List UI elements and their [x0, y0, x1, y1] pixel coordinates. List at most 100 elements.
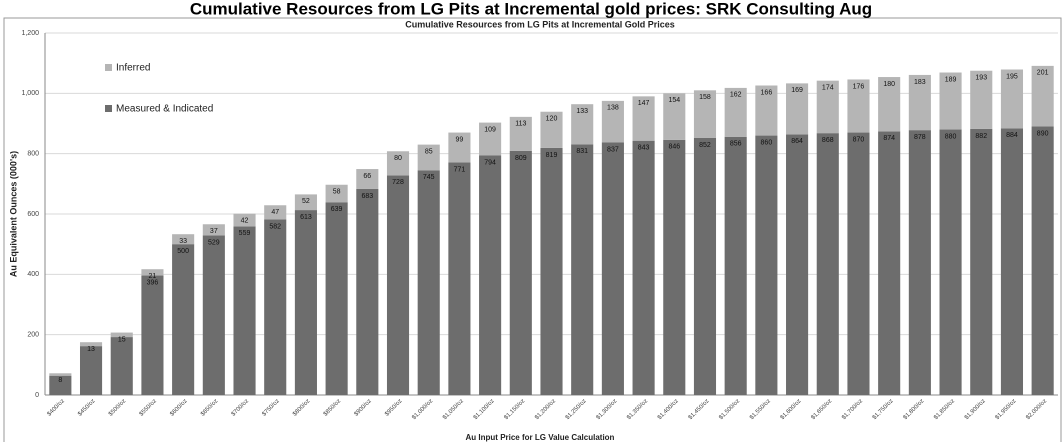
- bar-segment: [755, 85, 778, 136]
- bar-segment: [816, 133, 839, 396]
- data-label: 193: [975, 75, 987, 82]
- y-tick-label: 0: [35, 392, 39, 399]
- data-label: 21: [149, 273, 157, 280]
- y-tick-label: 400: [27, 271, 39, 278]
- bar-segment: [417, 170, 440, 395]
- data-label: 856: [730, 141, 742, 148]
- data-label: 120: [546, 116, 558, 123]
- bar-segment: [172, 244, 195, 395]
- chart-title: Cumulative Resources from LG Pits at Inc…: [190, 0, 872, 18]
- bar-segment: [172, 234, 195, 245]
- bar-segment: [479, 155, 502, 395]
- data-label: 33: [179, 238, 187, 245]
- data-label: 639: [331, 206, 343, 213]
- bar-segment: [601, 100, 624, 143]
- data-label: 147: [638, 100, 650, 107]
- data-label: 183: [914, 79, 926, 86]
- data-label: 864: [791, 138, 803, 145]
- data-label: 180: [883, 81, 895, 88]
- chart-subtitle: Cumulative Resources from LG Pits at Inc…: [405, 19, 675, 29]
- data-label: 745: [423, 174, 435, 181]
- bar-segment: [755, 135, 778, 396]
- bar-segment: [632, 140, 655, 395]
- bar-segment: [693, 90, 717, 138]
- bar-segment: [202, 224, 225, 236]
- bar-segment: [878, 77, 901, 132]
- data-label: 878: [914, 134, 926, 141]
- bar-segment: [479, 122, 502, 156]
- data-label: 846: [668, 144, 680, 151]
- data-label: 868: [822, 137, 834, 144]
- bar-segment: [110, 337, 133, 395]
- data-label: 80: [394, 155, 402, 162]
- data-label: 870: [853, 136, 865, 143]
- data-label: 874: [883, 135, 895, 142]
- x-axis-label: Au Input Price for LG Value Calculation: [466, 433, 615, 442]
- data-label: 882: [975, 133, 987, 140]
- data-label: 728: [392, 179, 404, 186]
- bar-segment: [816, 80, 839, 134]
- bar-segment: [110, 332, 133, 338]
- bar-segment: [294, 210, 317, 395]
- y-tick-label: 1,000: [21, 90, 39, 97]
- data-label: 109: [484, 126, 496, 133]
- bar-segment: [417, 144, 440, 171]
- data-label: 99: [456, 136, 464, 143]
- data-label: 880: [945, 133, 957, 140]
- data-label: 559: [239, 230, 251, 237]
- bar-segment: [1031, 126, 1054, 396]
- data-label: 133: [576, 108, 588, 115]
- bar-segment: [663, 139, 686, 395]
- bar-segment: [908, 130, 931, 396]
- data-label: 794: [484, 159, 496, 166]
- data-label: 582: [269, 223, 281, 230]
- bar-segment: [571, 104, 594, 145]
- bar-segment: [908, 74, 931, 131]
- bar-segment: [264, 219, 287, 395]
- bar-segment: [386, 151, 410, 176]
- legend-swatch: [105, 105, 112, 112]
- data-label: 831: [576, 148, 588, 155]
- data-label: 852: [699, 142, 711, 149]
- data-label: 8: [58, 377, 62, 384]
- bar-segment: [448, 132, 471, 163]
- bar-segment: [1000, 69, 1024, 129]
- legend-label: Measured & Indicated: [116, 104, 213, 115]
- data-label: 58: [333, 189, 341, 196]
- y-axis-label: Au Equivalent Ounces (000's): [8, 151, 18, 277]
- data-label: 396: [147, 279, 159, 286]
- bar-segment: [356, 188, 379, 395]
- bar-segment: [1031, 65, 1054, 127]
- bar-segment: [325, 202, 348, 395]
- data-label: 13: [87, 346, 95, 353]
- bar-segment: [970, 70, 993, 129]
- bar-segment: [49, 373, 72, 376]
- bar-segment: [294, 194, 317, 211]
- data-label: 47: [271, 209, 279, 216]
- y-tick-label: 600: [27, 211, 39, 218]
- bar-segment: [386, 175, 410, 395]
- bar-segment: [540, 111, 563, 148]
- bar-segment: [448, 162, 471, 395]
- bar-segment: [264, 205, 287, 220]
- bar-segment: [202, 235, 225, 395]
- data-label: 884: [1006, 132, 1018, 139]
- data-label: 158: [699, 94, 711, 101]
- data-label: 166: [761, 89, 773, 96]
- data-label: 85: [425, 148, 433, 155]
- data-label: 42: [241, 218, 249, 225]
- data-label: 860: [761, 139, 773, 146]
- bar-segment: [786, 134, 809, 396]
- bar-segment: [724, 87, 747, 137]
- bar-segment: [49, 375, 72, 395]
- data-label: 169: [791, 87, 803, 94]
- bar-segment: [141, 269, 164, 276]
- bar-segment: [233, 213, 256, 227]
- y-tick-label: 800: [27, 151, 39, 158]
- data-label: 529: [208, 239, 220, 246]
- data-label: 195: [1006, 73, 1018, 80]
- bar-segment: [141, 275, 164, 395]
- data-label: 154: [668, 97, 680, 104]
- data-label: 66: [363, 173, 371, 180]
